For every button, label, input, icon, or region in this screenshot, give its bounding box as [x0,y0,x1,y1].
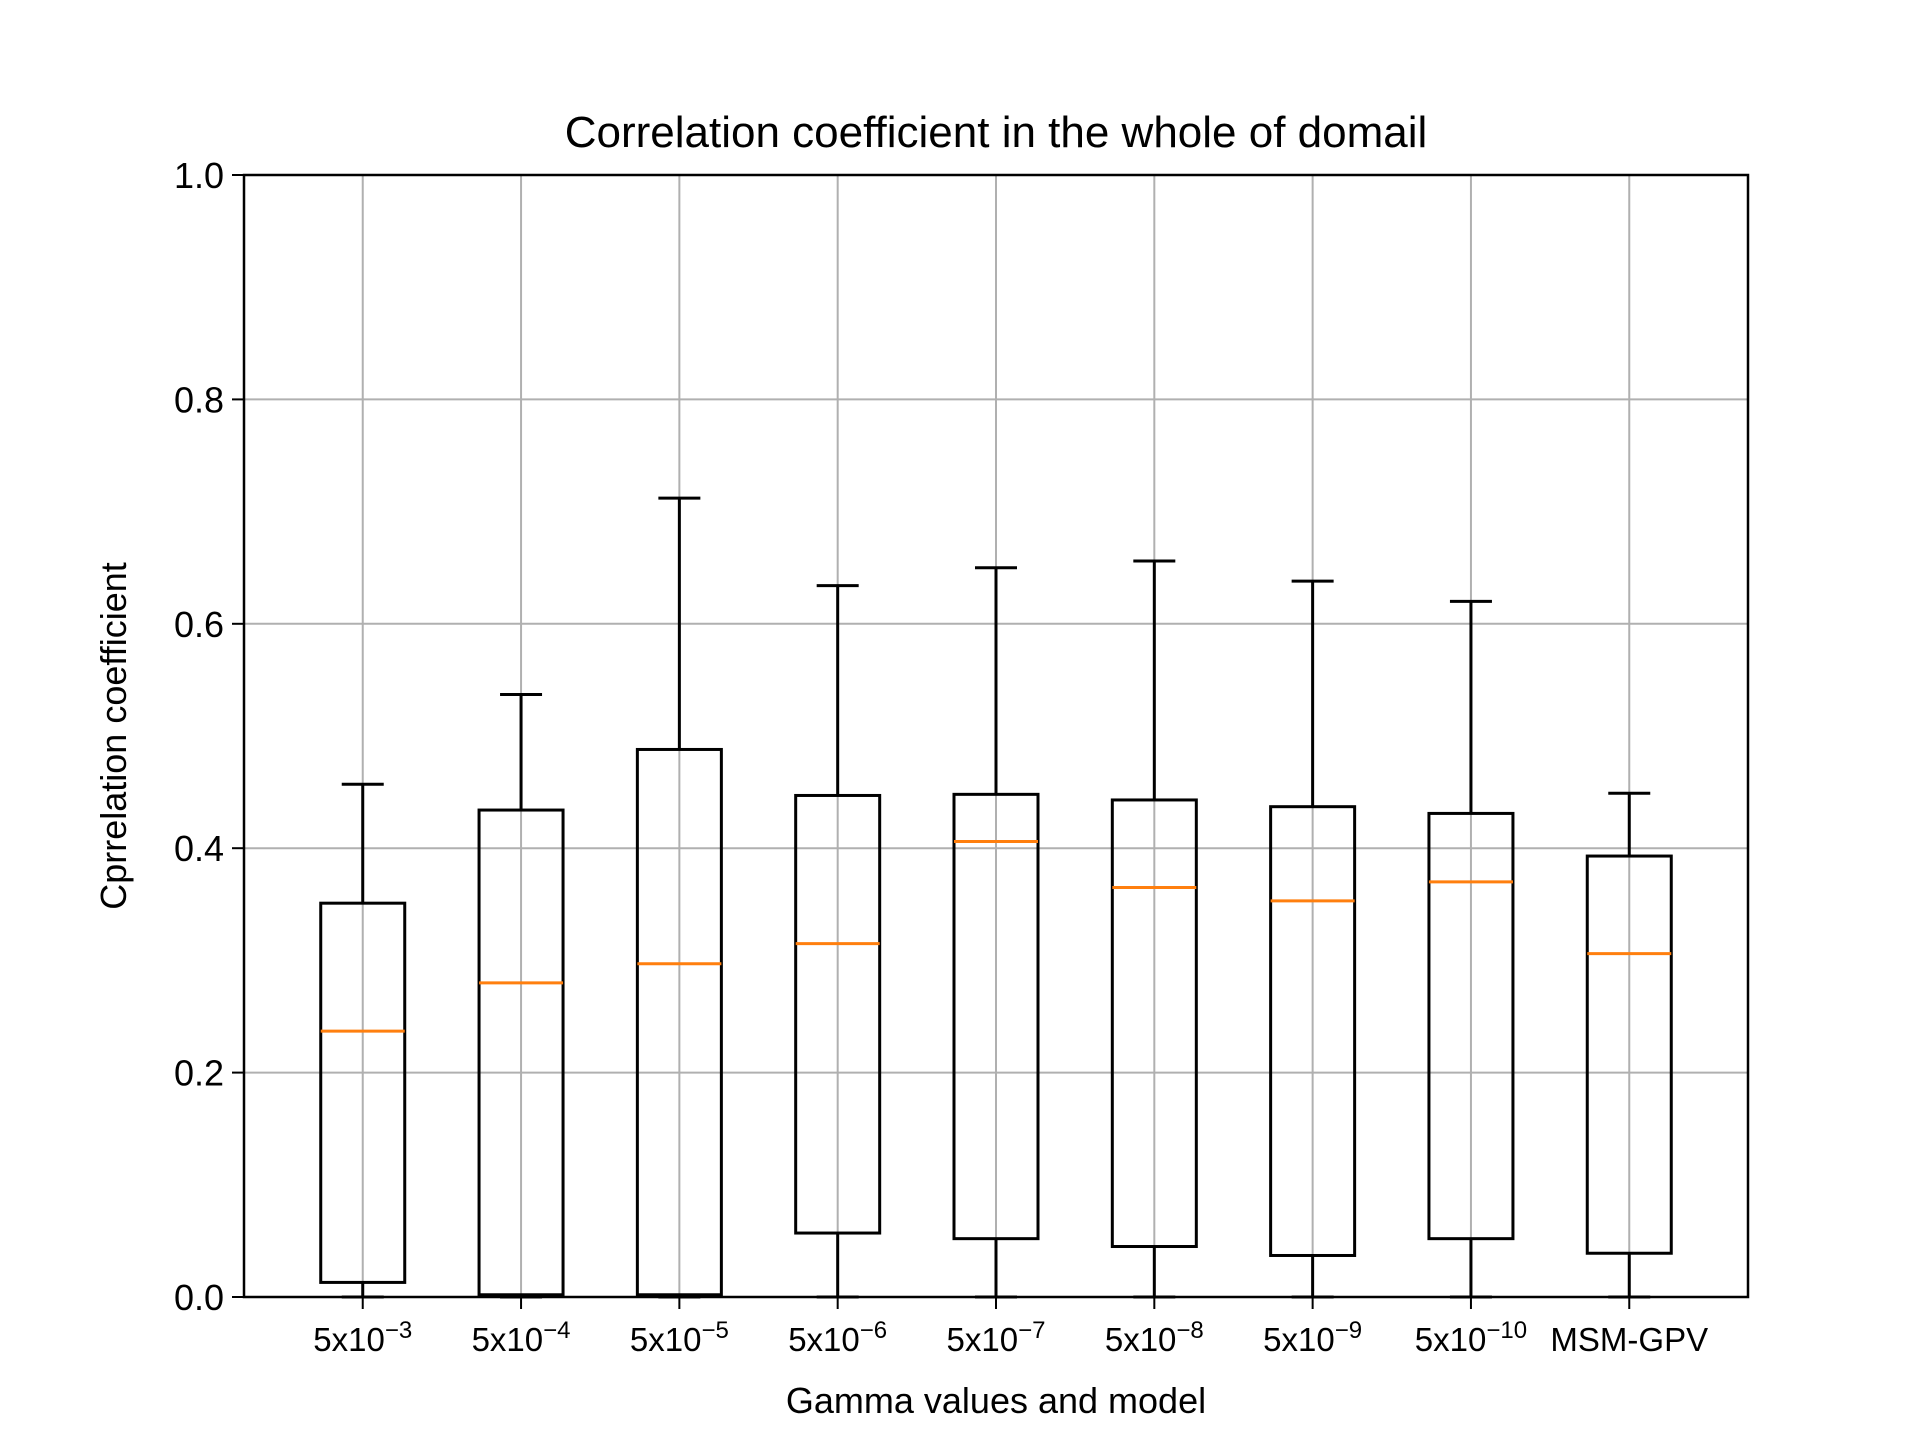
box-body [1585,854,1673,1255]
x-tick-label-exponent: −7 [1018,1317,1045,1344]
x-tick-label-exponent: −10 [1486,1317,1527,1344]
y-tick-label: 0.6 [174,604,224,645]
y-tick-label: 0.8 [174,379,224,420]
box-body [319,901,407,1284]
x-tick-label-exponent: −8 [1176,1317,1203,1344]
x-tick-label-base: 5x10 [947,1321,1019,1358]
x-tick-label-exponent: −3 [385,1317,412,1344]
x-tick-label: 5x10−5 [630,1317,729,1358]
x-tick-label: 5x10−3 [313,1317,412,1358]
x-tick-label-base: 5x10 [630,1321,702,1358]
x-tick-label: 5x10−8 [1105,1317,1204,1358]
x-tick-label: 5x10−10 [1415,1317,1527,1358]
x-tick-label-base: 5x10 [788,1321,860,1358]
y-axis-label: Cprrelation coefficient [93,562,134,910]
x-tick-label-exponent: −9 [1335,1317,1362,1344]
box-plot-item [1427,599,1515,1299]
box-body [635,747,723,1297]
x-tick-label: 5x10−7 [947,1317,1046,1358]
box-plot-item [952,566,1040,1299]
x-tick-label: 5x10−6 [788,1317,887,1358]
x-tick-label-exponent: −6 [860,1317,887,1344]
box-body [1269,805,1357,1257]
y-tick-label: 0.4 [174,828,224,869]
chart-title: Correlation coefficient in the whole of … [565,108,1428,157]
x-tick-label: 5x10−4 [472,1317,571,1358]
x-tick-label-base: MSM-GPV [1550,1321,1708,1358]
box-body [952,792,1040,1241]
x-tick-label-base: 5x10 [1105,1321,1177,1358]
y-tick-label: 1.0 [174,155,224,196]
x-tick-label: 5x10−9 [1263,1317,1362,1358]
box-plot-item [635,496,723,1299]
x-tick-label-base: 5x10 [313,1321,385,1358]
box-plot-item [1585,791,1673,1299]
y-tick-label: 0.0 [174,1277,224,1318]
box-body [477,808,565,1297]
box-body [1427,811,1515,1241]
x-tick-label: MSM-GPV [1550,1321,1708,1358]
x-tick-label-base: 5x10 [1415,1321,1487,1358]
box-body [1110,798,1198,1249]
box-body [794,793,882,1235]
x-tick-label-exponent: −4 [543,1317,570,1344]
y-tick-label: 0.2 [174,1053,224,1094]
x-axis-label: Gamma values and model [786,1380,1206,1421]
x-tick-label-exponent: −5 [701,1317,728,1344]
x-tick-label-base: 5x10 [1263,1321,1335,1358]
x-tick-label-base: 5x10 [472,1321,544,1358]
